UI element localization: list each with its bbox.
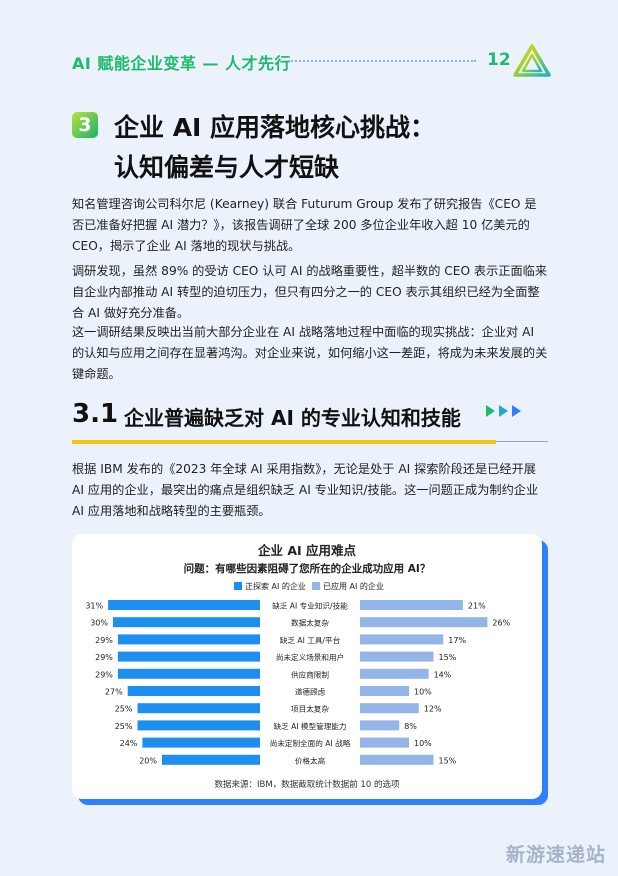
bar-label-applied: 14%: [434, 670, 452, 679]
subsection-title: 企业普遍缺乏对 AI 的专业认知和技能: [124, 406, 461, 430]
intro-paragraph-2: 调研发现，虽然 89% 的受访 CEO 认可 AI 的战略重要性，超半数的 CE…: [72, 264, 548, 320]
bar-label-exploring: 30%: [90, 619, 108, 628]
subsection-paragraph: 根据 IBM 发布的《2023 年全球 AI 采用指数》，无论是处于 AI 探索…: [72, 462, 539, 518]
bar-label-exploring: 20%: [139, 756, 157, 765]
section-title: 企业 AI 应用落地核心挑战： 认知偏差与人才短缺: [114, 108, 435, 188]
category-label: 数据太复杂: [291, 618, 329, 628]
chart-source: 数据来源：IBM，数据截取统计数据前 10 的选项: [214, 780, 400, 790]
bar-exploring: [137, 720, 260, 731]
category-label: 尚未定制全面的 AI 战略: [270, 738, 351, 748]
bar-applied: [360, 617, 488, 628]
bar-chart: 31% 21% 缺乏 AI 专业知识/技能 30% 26% 数据太复杂 29% 17% 缺乏 A…: [85, 600, 511, 765]
subsection-number: 3.1: [72, 399, 119, 429]
chart-title: 企业 AI 应用难点: [257, 543, 357, 558]
bar-applied: [360, 737, 409, 748]
category-label: 道德顾虑: [295, 687, 326, 697]
category-label: 缺乏 AI 专业知识/技能: [272, 601, 348, 611]
triangle-logo-icon: [513, 44, 551, 77]
category-label: 缺乏 AI 模型管理能力: [273, 721, 346, 731]
bar-applied: [360, 600, 463, 610]
category-label: 项目太复杂: [291, 704, 329, 714]
bar-exploring: [117, 634, 261, 645]
bar-exploring: [137, 703, 260, 714]
category-label: 缺乏 AI 工具/平台: [280, 635, 341, 645]
category-label: 尚未定义场景和用户: [276, 652, 344, 662]
chart-question: 问题：有哪些因素阻碍了您所在的企业成功应用 AI？: [183, 563, 431, 575]
category-label: 价格太高: [295, 755, 326, 765]
bar-label-exploring: 27%: [105, 688, 123, 697]
chart-card: 企业 AI 应用难点 问题：有哪些因素阻碍了您所在的企业成功应用 AI？ 正探索…: [72, 534, 542, 799]
header-dotted-line: [288, 60, 476, 62]
bar-label-applied: 17%: [448, 636, 466, 645]
bar-label-exploring: 24%: [120, 739, 138, 748]
bar-applied: [360, 754, 434, 765]
category-label: 供应商限制: [291, 669, 329, 679]
bar-applied: [360, 668, 429, 679]
bar-label-exploring: 31%: [85, 602, 103, 611]
subsection-rule: [496, 441, 548, 442]
bar-label-applied: 15%: [439, 756, 457, 765]
bar-label-applied: 26%: [492, 619, 510, 628]
bar-label-applied: 8%: [404, 722, 417, 731]
bar-label-applied: 10%: [414, 688, 432, 697]
bar-label-exploring: 29%: [95, 653, 113, 662]
bar-exploring: [117, 651, 261, 662]
bar-label-exploring: 25%: [115, 722, 133, 731]
section-title-line1: 企业 AI 应用落地核心挑战：: [114, 113, 436, 142]
bar-exploring: [127, 686, 260, 696]
watermark: 新游速递站: [506, 844, 607, 866]
bar-exploring: [162, 754, 260, 765]
legend-item-applied: 已应用 AI 的企业: [312, 581, 384, 592]
legend-swatch-exploring: [234, 582, 242, 590]
intro-paragraph-3: 这一调研结果反映出当前大部分企业在 AI 战略落地过程中面临的现实挑战：企业对 …: [72, 325, 548, 381]
bar-exploring: [108, 600, 260, 610]
bar-label-applied: 12%: [424, 705, 442, 714]
subsection-underline: [72, 440, 496, 444]
bar-label-applied: 10%: [414, 739, 432, 748]
legend-label-applied: 已应用 AI 的企业: [323, 582, 384, 591]
page-number: 12: [487, 50, 511, 70]
bar-label-applied: 15%: [439, 653, 457, 662]
bar-applied: [360, 634, 444, 645]
triple-arrow-icon: [486, 405, 521, 417]
bar-applied: [360, 703, 419, 714]
bar-label-applied: 21%: [468, 602, 486, 611]
intro-paragraph-1: 知名管理咨询公司科尔尼 (Kearney) 联合 Futurum Group 发…: [72, 197, 537, 253]
bar-exploring: [142, 737, 260, 748]
bar-applied: [360, 720, 400, 731]
bar-label-exploring: 29%: [95, 636, 113, 645]
legend-label-exploring: 正探索 AI 的企业: [245, 582, 306, 591]
legend-swatch-applied: [312, 582, 320, 590]
section-number-badge: 3: [72, 112, 98, 138]
bar-label-exploring: 29%: [95, 670, 113, 679]
bar-exploring: [113, 617, 260, 628]
bar-exploring: [117, 668, 261, 679]
bar-label-exploring: 25%: [115, 705, 133, 714]
section-title-line2: 认知偏差与人才短缺: [114, 153, 340, 182]
legend-item-exploring: 正探索 AI 的企业: [234, 581, 306, 592]
header-title: AI 赋能企业变革 — 人才先行: [72, 54, 292, 73]
bar-applied: [360, 651, 434, 662]
bar-applied: [360, 686, 409, 696]
